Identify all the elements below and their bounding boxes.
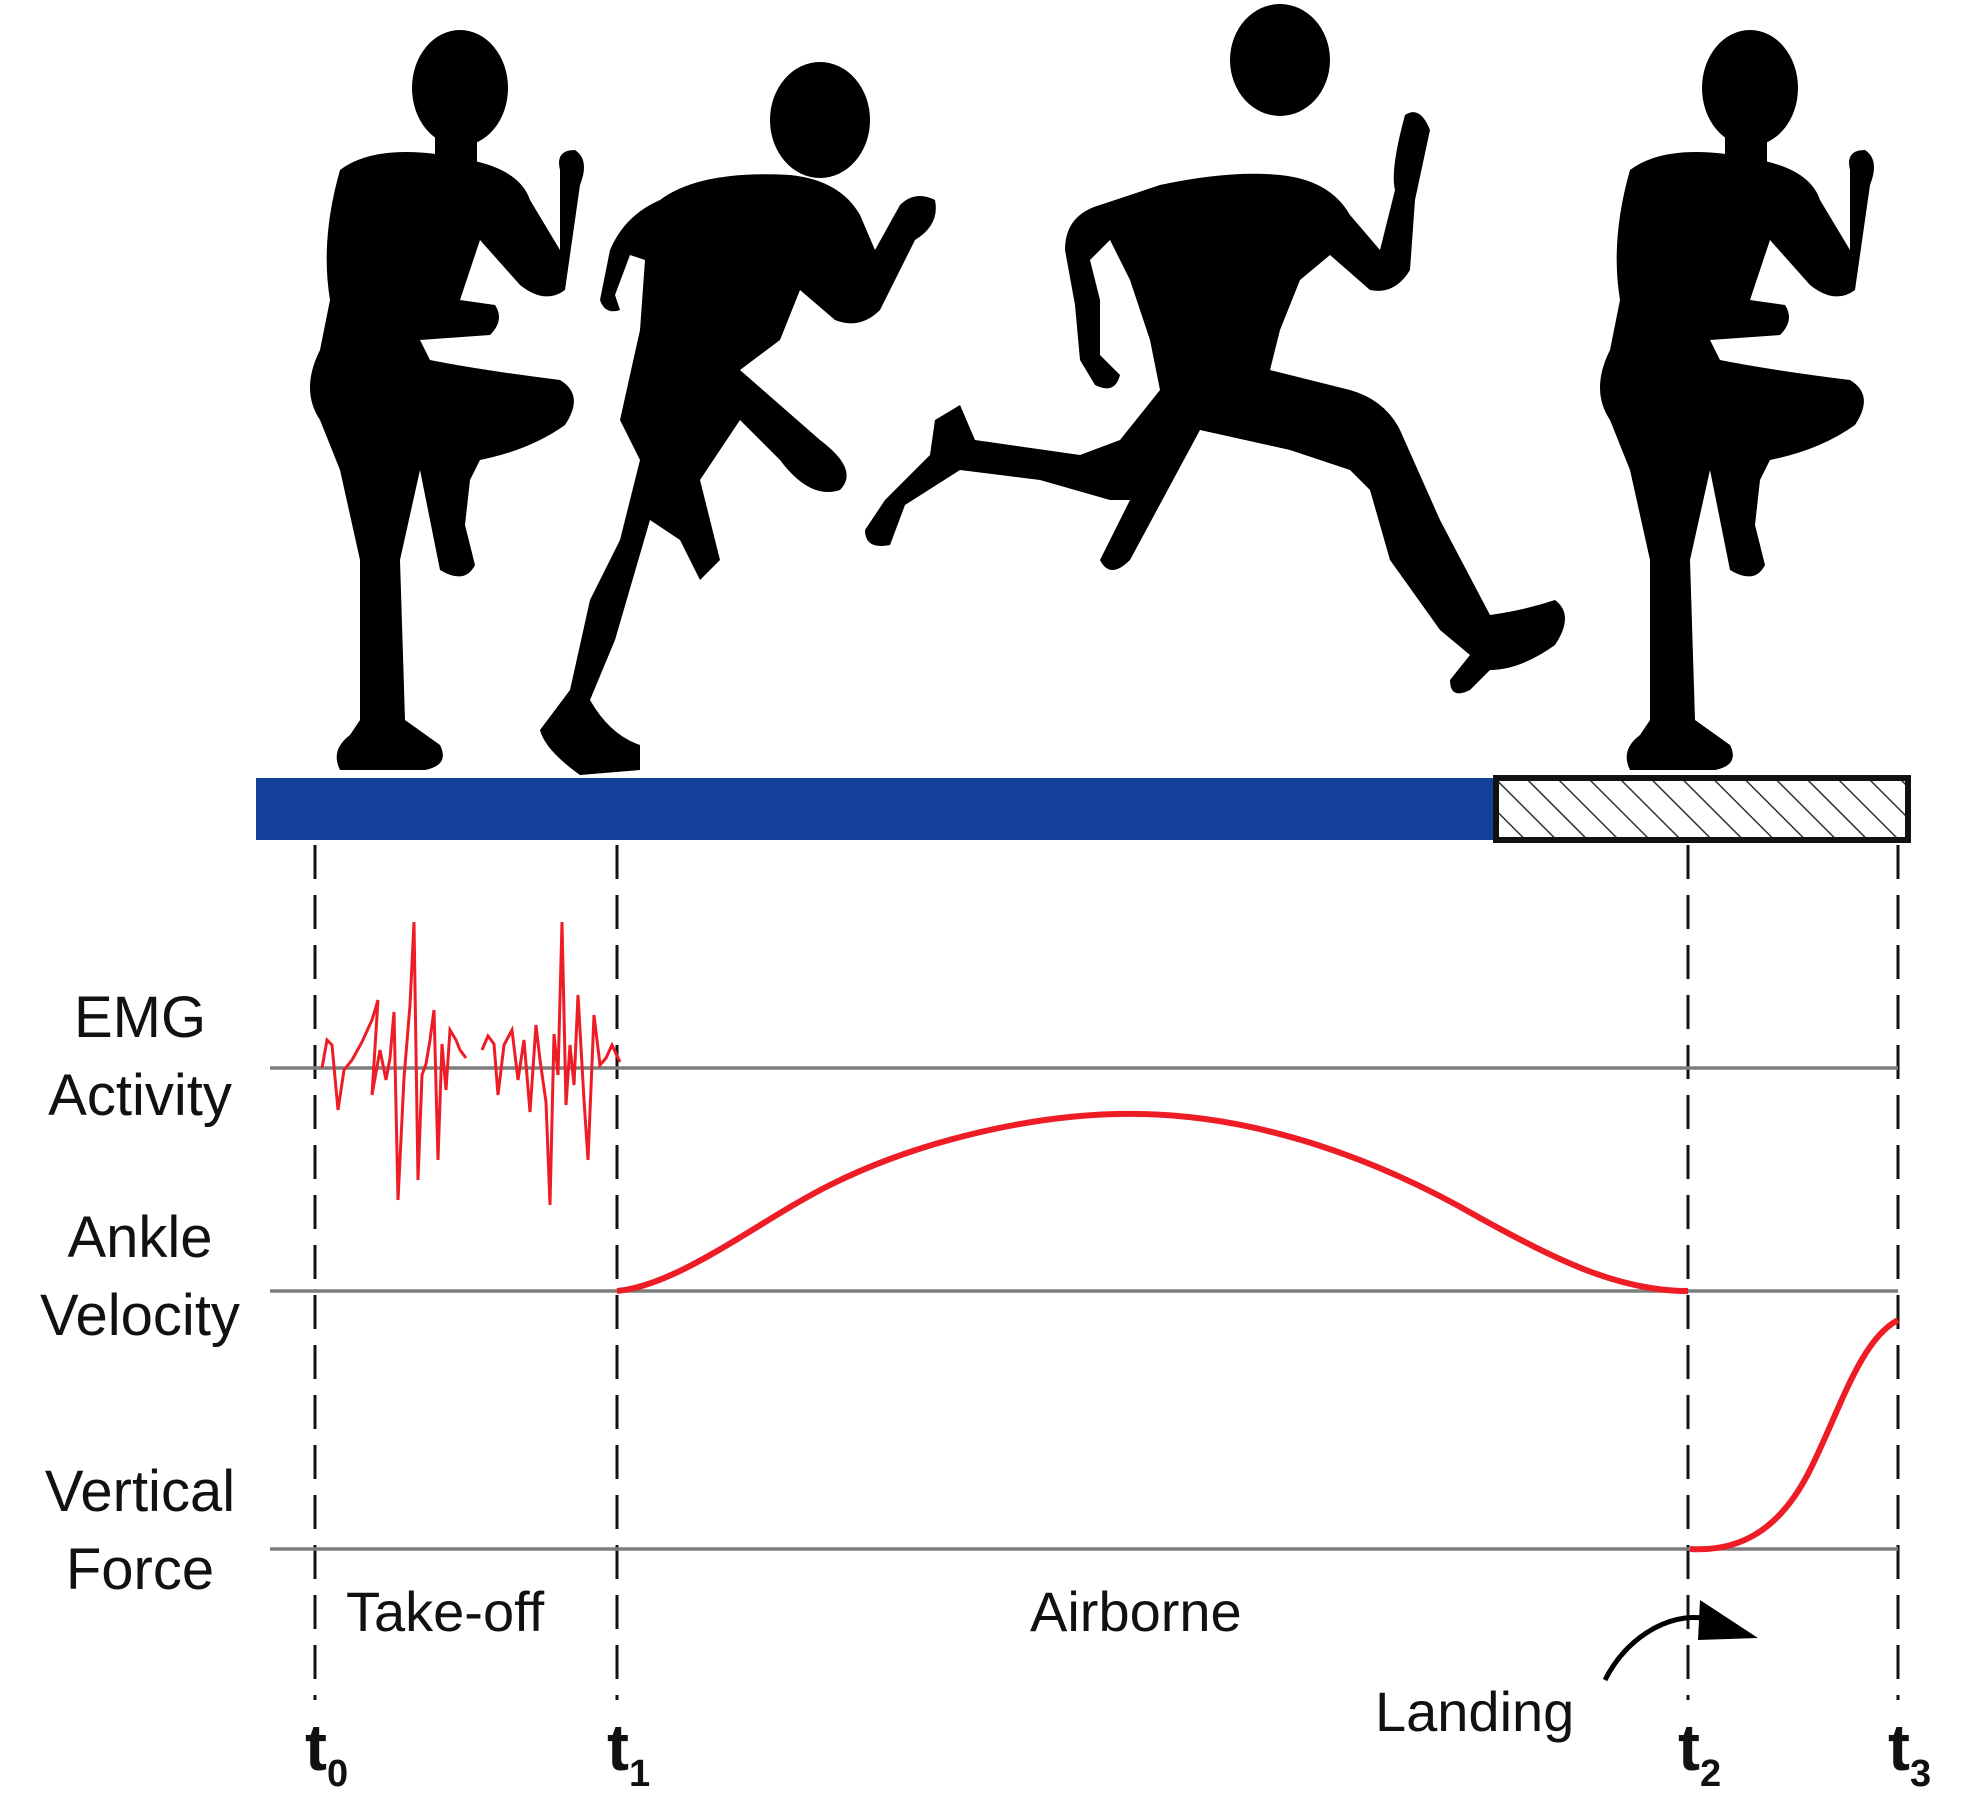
t3-base: t	[1888, 1710, 1910, 1784]
t2-base: t	[1678, 1710, 1700, 1784]
t1-label: t1	[607, 1712, 650, 1809]
t1-base: t	[607, 1710, 629, 1784]
runner-knee-up-icon	[310, 30, 584, 770]
t3-label: t3	[1888, 1712, 1931, 1809]
runner-takeoff-icon	[540, 62, 936, 775]
airborne-phase-label: Airborne	[1030, 1580, 1242, 1643]
t0-base: t	[305, 1710, 327, 1784]
t0-subscript: 0	[326, 1753, 349, 1795]
force-label-line1: Vertical	[44, 1459, 236, 1524]
t3-subscript: 3	[1909, 1753, 1932, 1795]
vertical-force-label: Vertical Force	[0, 1453, 280, 1609]
emg-label-line1: EMG	[73, 985, 207, 1050]
t2-label: t2	[1678, 1712, 1721, 1809]
ankle-velocity-label: Ankle Velocity	[0, 1199, 280, 1355]
emg-label-line2: Activity	[48, 1063, 232, 1128]
ankle-label-line2: Velocity	[40, 1283, 240, 1348]
baselines	[270, 1066, 1898, 1551]
landing-platform	[1493, 775, 1911, 843]
emg-trace-2	[480, 921, 622, 1206]
t2-subscript: 2	[1699, 1753, 1722, 1795]
ankle-label-line1: Ankle	[67, 1205, 213, 1270]
time-marker-lines	[313, 845, 1900, 1700]
takeoff-phase-label: Take-off	[346, 1580, 545, 1643]
ankle-velocity-trace	[616, 1110, 1689, 1294]
t0-label: t0	[305, 1712, 348, 1809]
vertical-force-trace	[1689, 1317, 1900, 1553]
runner-airborne-icon	[865, 4, 1565, 694]
landing-phase-label: Landing	[1375, 1680, 1575, 1743]
takeoff-track	[256, 778, 1496, 840]
emg-activity-label: EMG Activity	[0, 979, 280, 1135]
curved-arrow-icon	[1602, 1600, 1758, 1682]
runner-landing-icon	[1600, 30, 1874, 770]
t1-subscript: 1	[628, 1753, 651, 1795]
emg-trace	[320, 921, 468, 1201]
force-label-line2: Force	[65, 1537, 215, 1602]
